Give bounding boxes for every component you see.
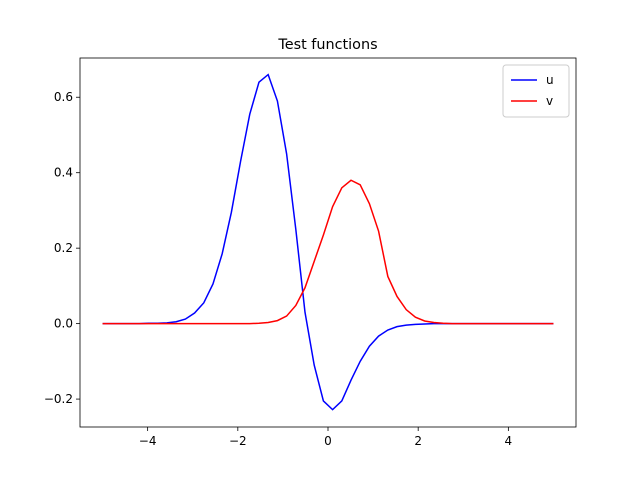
legend-box <box>502 64 570 118</box>
y-tick-label: 0.4 <box>54 166 73 180</box>
x-tick-label: 4 <box>505 434 513 448</box>
y-tick-label: 0.2 <box>54 241 73 255</box>
plot-frame <box>79 57 577 428</box>
y-tick-label: 0.0 <box>54 317 73 331</box>
legend-label: u <box>546 73 554 87</box>
chart-title: Test functions <box>277 37 377 53</box>
y-tick-label: 0.6 <box>54 90 73 104</box>
x-tick-label: 2 <box>414 434 422 448</box>
y-tick-label: −0.2 <box>44 392 73 406</box>
x-tick-label: −2 <box>229 434 247 448</box>
x-tick-label: −4 <box>139 434 157 448</box>
x-tick-label: 0 <box>324 434 332 448</box>
line-series <box>102 179 554 325</box>
legend-label: v <box>546 94 553 108</box>
